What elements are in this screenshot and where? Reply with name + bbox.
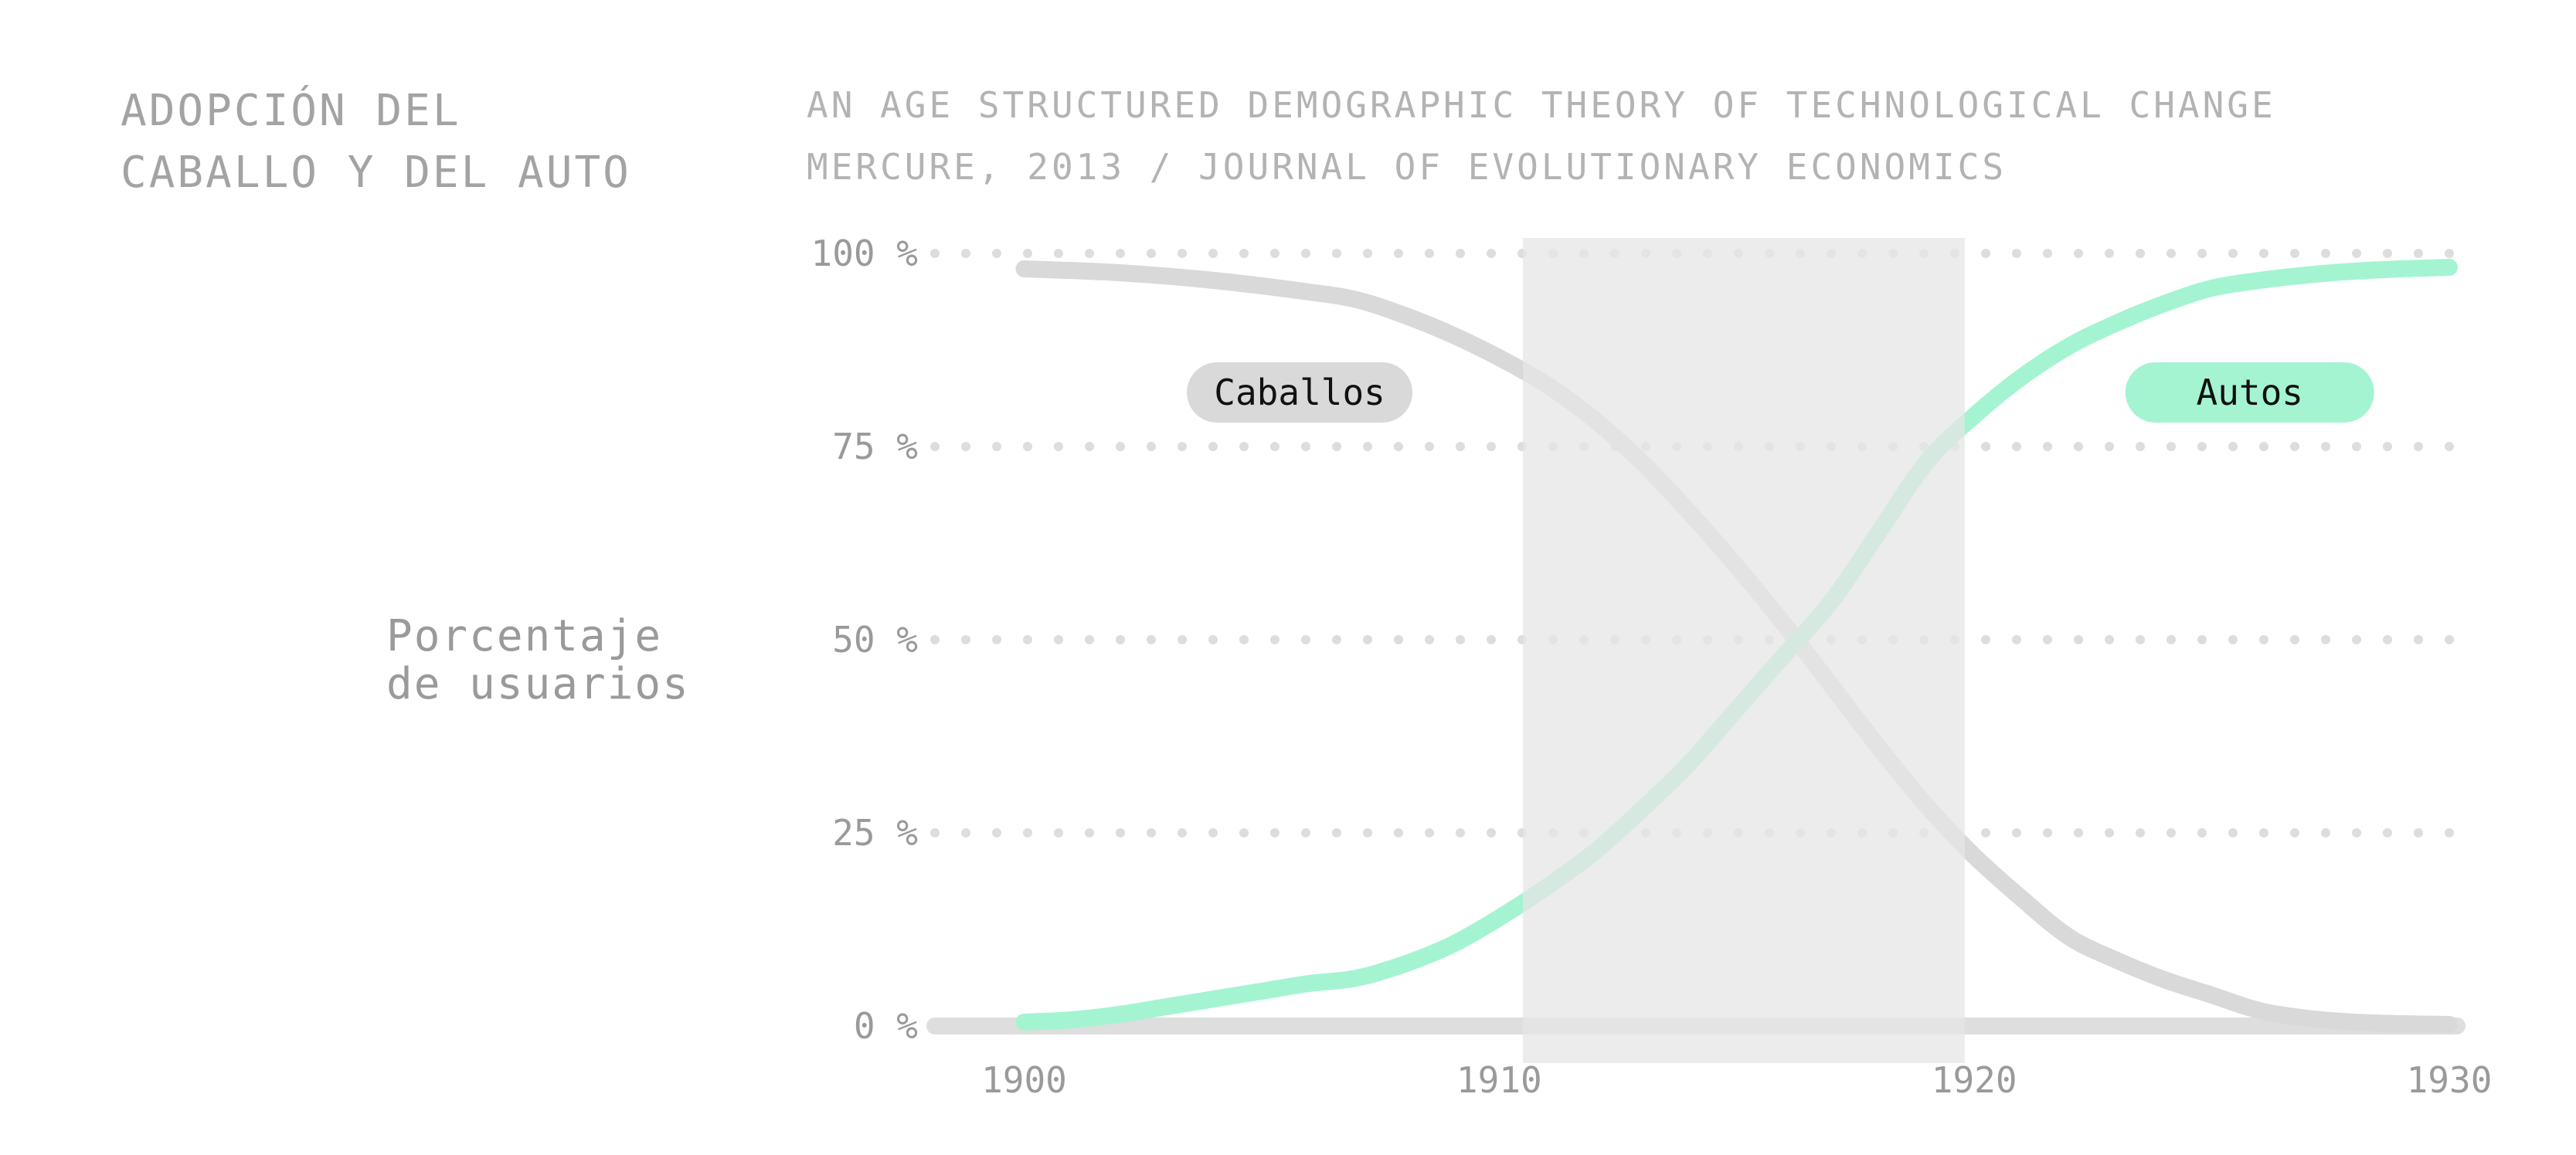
chart-title-line-1: ADOPCIÓN DEL [121,86,461,136]
y-tick-label: 50 % [832,619,918,661]
series-label-autos: Autos [2197,372,2303,413]
y-tick-label: 100 % [811,233,918,274]
x-tick-label: 1900 [981,1059,1067,1101]
chart-subtitle-line-1: AN AGE STRUCTURED DEMOGRAPHIC THEORY OF … [807,84,2276,126]
chart-title-line-2: CABALLO Y DEL AUTO [121,148,631,198]
x-tick-label: 1920 [1932,1059,2017,1101]
x-tick-label: 1910 [1456,1059,1542,1101]
chart-subtitle-line-2: MERCURE, 2013 / JOURNAL OF EVOLUTIONARY … [807,146,2007,188]
highlight-band [1523,238,1965,1063]
series-label-caballos: Caballos [1214,372,1385,413]
series-label-pill-autos [2125,362,2374,423]
y-tick-label: 25 % [832,812,918,854]
chart-title: ADOPCIÓN DEL CABALLO Y DEL AUTO [121,80,631,204]
y-axis-label-line-2: de usuarios [386,659,690,709]
y-axis-label-line-1: Porcentaje [386,611,663,661]
chart-subtitle: AN AGE STRUCTURED DEMOGRAPHIC THEORY OF … [807,74,2276,198]
x-tick-label: 1930 [2407,1059,2493,1101]
y-axis-label: Porcentaje de usuarios [386,613,690,708]
y-tick-label: 0 % [854,1005,918,1047]
y-tick-label: 75 % [832,426,918,467]
series-label-pill-caballos [1187,362,1413,423]
